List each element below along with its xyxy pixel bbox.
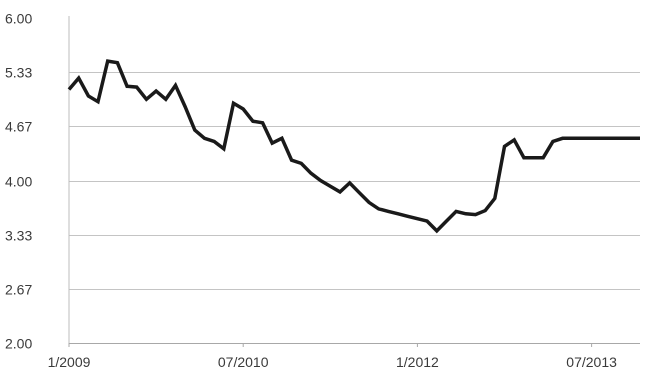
x-tick-label: 1/2012	[396, 354, 439, 370]
x-tick-label: 07/2010	[218, 354, 269, 370]
x-tick-label: 07/2013	[566, 354, 617, 370]
y-axis: 2.00 2.67 3.33 4.00 4.67 5.33 6.00	[5, 11, 70, 352]
y-tick-label: 6.00	[5, 11, 32, 27]
y-tick-label: 5.33	[5, 65, 32, 81]
y-tick-label: 4.67	[5, 119, 32, 135]
x-axis: 1/2009 07/2010 1/2012 07/2013	[48, 343, 617, 370]
x-tick-label: 1/2009	[48, 354, 91, 370]
y-tick-label: 3.33	[5, 228, 32, 244]
series-line	[67, 59, 640, 234]
y-tick-label: 4.00	[5, 174, 32, 190]
gridlines	[69, 72, 640, 344]
series-layer	[67, 59, 640, 234]
y-tick-label: 2.67	[5, 282, 32, 298]
y-tick-label: 2.00	[5, 336, 32, 352]
